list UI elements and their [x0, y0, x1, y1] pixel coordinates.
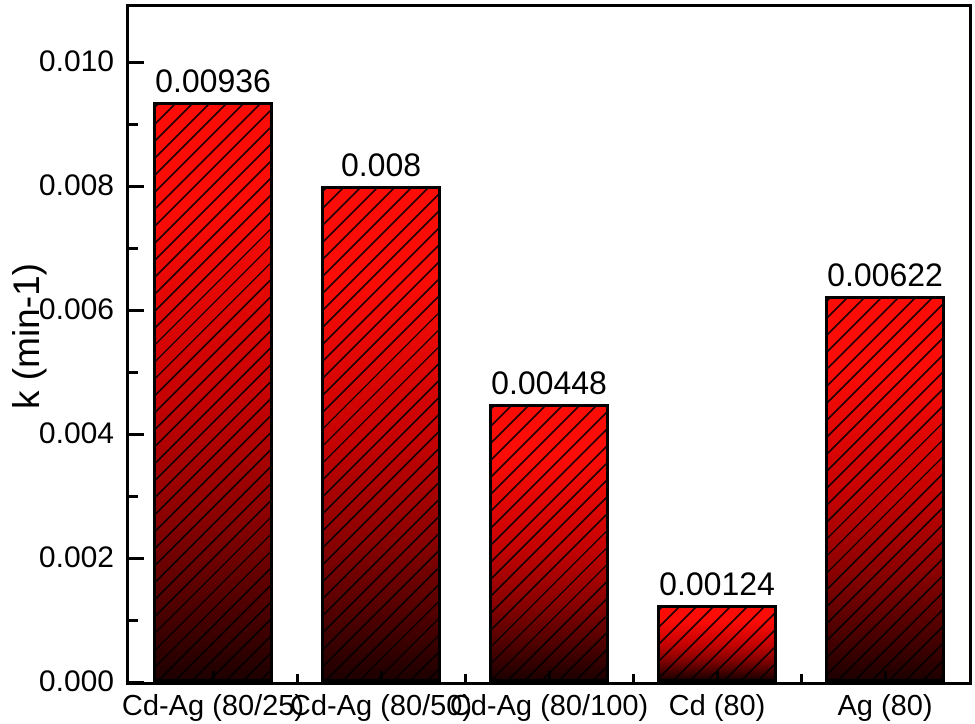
x-axis-major-tick	[211, 671, 215, 682]
y-axis-major-tick	[129, 184, 144, 188]
y-axis-major-tick	[129, 432, 144, 436]
x-tick-label: Cd-Ag (80/50)	[289, 690, 473, 722]
x-axis-minor-tick	[463, 674, 467, 682]
y-axis-major-tick	[129, 556, 144, 560]
y-axis-minor-tick	[129, 494, 138, 498]
bar-2	[321, 186, 441, 682]
y-tick-label: 0.006	[38, 293, 114, 327]
y-axis-minor-tick	[129, 618, 138, 622]
y-axis-major-tick	[129, 680, 144, 684]
x-axis-major-tick	[715, 671, 719, 682]
x-axis-minor-tick	[295, 674, 299, 682]
plot-inner: 0.00936 0.008 0.00448 0.00124 0.00622	[129, 7, 969, 684]
y-axis-title: k (min-1)	[6, 263, 47, 409]
bar-4	[657, 605, 777, 682]
x-tick-label: Cd (80)	[668, 690, 766, 722]
y-axis-minor-tick	[129, 246, 138, 250]
bar-5	[825, 296, 945, 682]
y-tick-label: 0.000	[38, 665, 114, 698]
y-tick-label: 0.002	[38, 541, 114, 575]
x-tick-label: Cd-Ag (80/100)	[449, 690, 649, 722]
y-axis-minor-tick	[129, 370, 138, 374]
y-tick-label: 0.010	[38, 45, 114, 79]
bar-value-label: 0.00448	[491, 365, 607, 402]
x-axis-minor-tick	[799, 674, 803, 682]
bar-value-label: 0.00124	[659, 566, 775, 603]
y-tick-label: 0.004	[38, 417, 114, 451]
plot-area: 0.00936 0.008 0.00448 0.00124 0.00622	[126, 4, 972, 685]
x-axis-major-tick	[883, 671, 887, 682]
x-axis-major-tick	[547, 671, 551, 682]
bar-value-label: 0.008	[340, 147, 422, 184]
y-tick-label: 0.008	[38, 169, 114, 203]
bar-value-label: 0.00936	[155, 62, 271, 99]
y-axis-major-tick	[129, 308, 144, 312]
y-axis-minor-tick	[129, 122, 138, 126]
bar-3	[489, 404, 609, 682]
x-axis-major-tick	[379, 671, 383, 682]
x-tick-label: Cd-Ag (80/25)	[121, 690, 305, 722]
x-axis-minor-tick	[631, 674, 635, 682]
y-axis-major-tick	[129, 60, 144, 64]
x-tick-label: Ag (80)	[837, 690, 933, 722]
bar-value-label: 0.00622	[827, 257, 943, 294]
bar-1	[153, 101, 273, 682]
